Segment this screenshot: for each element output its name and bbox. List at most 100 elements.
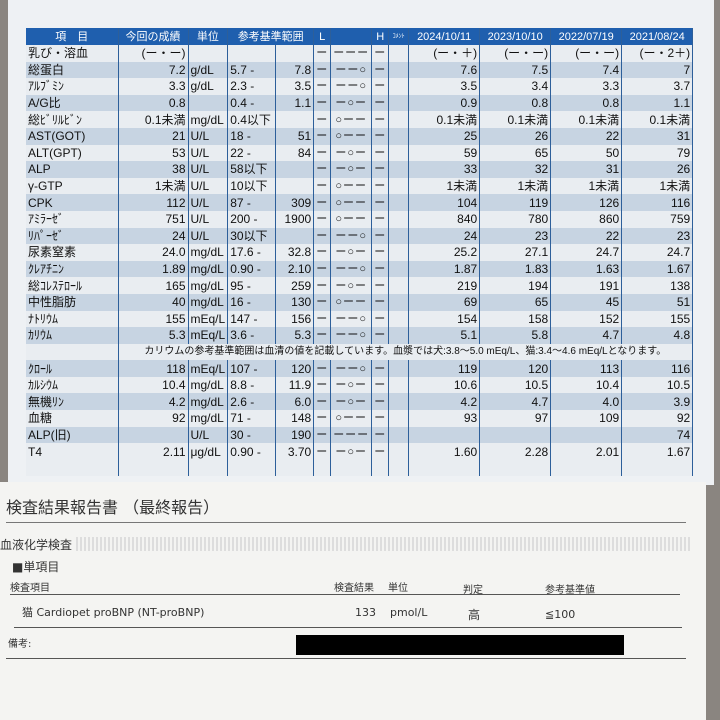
high-indicator: ー — [371, 393, 390, 411]
unit: g/dL — [188, 78, 229, 95]
current-value: 3.3 — [118, 78, 189, 95]
current-value: 92 — [118, 410, 189, 427]
range-high: 156 — [275, 310, 315, 328]
history-value: 3.5 — [408, 78, 481, 95]
unit: U/L — [188, 144, 229, 162]
comment-cell — [388, 360, 410, 377]
unit: μg/dL — [188, 443, 229, 460]
unit: mg/dL — [188, 244, 229, 261]
current-value: 5.3 — [118, 327, 189, 344]
unit: U/L — [188, 161, 229, 178]
low-indicator: ー — [313, 310, 332, 328]
low-indicator: ー — [313, 393, 332, 411]
history-value: 51 — [621, 293, 694, 311]
history-value: 74 — [621, 426, 694, 444]
history-value: 0.8 — [550, 94, 623, 112]
history-value: 2.01 — [550, 443, 623, 460]
table-row: CPK 112 U/L 87 -309 ー ○ーーー 104 119 126 116 — [26, 194, 694, 211]
high-indicator: ー — [371, 210, 390, 228]
comment-cell — [388, 194, 410, 211]
col-unit: 単位 — [388, 583, 408, 594]
range-low: 30 - — [227, 426, 277, 444]
history-value: 116 — [621, 194, 694, 211]
range-high: 5.3 — [275, 327, 315, 344]
history-value: 32 — [479, 161, 552, 178]
low-indicator: ー — [313, 410, 332, 427]
current-value: 40 — [118, 293, 189, 311]
header-date: 2021/08/24 — [621, 28, 694, 45]
item-name: ALP — [26, 161, 119, 178]
low-indicator: ー — [313, 360, 332, 377]
current-value: 7.2 — [118, 61, 189, 79]
low-indicator: ー — [313, 144, 332, 162]
test-item: 猫 Cardiopet proBNP (NT-proBNP) — [22, 606, 205, 619]
header-date: 2024/10/11 — [408, 28, 481, 45]
unit: mg/dL — [188, 410, 229, 427]
history-value: 219 — [408, 277, 481, 294]
history-value: 10.4 — [550, 376, 623, 394]
history-value: 4.7 — [479, 393, 552, 411]
range-low: 71 - — [227, 410, 277, 427]
mid-indicator: ○ーー — [330, 111, 373, 128]
history-value: 10.6 — [408, 376, 481, 394]
history-value: 126 — [550, 194, 623, 211]
test-reference: ≦100 — [545, 608, 576, 621]
history-value: 25 — [408, 127, 481, 145]
history-value: 7.6 — [408, 61, 481, 79]
current-value: 0.1未満 — [118, 111, 189, 128]
range-high: 309 — [275, 194, 315, 211]
history-value: 0.1未満 — [550, 111, 623, 128]
history-value: 0.8 — [479, 94, 552, 112]
header-high: H — [371, 28, 390, 45]
header-date: 2022/07/19 — [550, 28, 623, 45]
history-value: 7.5 — [479, 61, 552, 79]
history-value: 120 — [479, 360, 552, 377]
range-low: 200 - — [227, 210, 277, 228]
comment-cell — [388, 327, 410, 344]
history-value: 3.7 — [621, 78, 694, 95]
current-value: 10.4 — [118, 376, 189, 394]
range-low: 0.90 - — [227, 443, 277, 460]
history-value: 59 — [408, 144, 481, 162]
current-value: 118 — [118, 360, 189, 377]
item-name: A/G比 — [26, 94, 119, 112]
comment-cell — [388, 210, 410, 228]
history-value: 1.83 — [479, 260, 552, 278]
current-value: 24 — [118, 227, 189, 245]
range-high — [275, 177, 315, 195]
item-name: ｸﾚｱﾁﾆﾝ — [26, 260, 119, 278]
history-value: 3.9 — [621, 393, 694, 411]
table-row: A/G比 0.8 0.4 -1.1 ーー○ーー 0.9 0.8 0.8 1.1 — [26, 94, 694, 112]
range-high: 259 — [275, 277, 315, 294]
history-value: 23 — [621, 227, 694, 245]
high-indicator: ー — [371, 293, 390, 311]
range-high: 2.10 — [275, 260, 315, 278]
table-row: ALP(旧) U/L 30 -190 ーーーーー 74 — [26, 426, 694, 444]
blank-cell — [371, 459, 390, 477]
mid-indicator: ー○ー — [330, 443, 373, 460]
range-high: 51 — [275, 127, 315, 145]
item-name: ﾘﾊﾟｰｾﾞ — [26, 227, 119, 245]
comment-cell — [388, 61, 410, 79]
high-indicator: ー — [371, 376, 390, 394]
unit: mg/dL — [188, 376, 229, 394]
col-judgement: 判定 — [463, 585, 483, 596]
history-value: 31 — [550, 161, 623, 178]
comment-cell — [388, 177, 410, 195]
header-comment: ｺﾒﾝﾄ — [388, 28, 410, 45]
history-value: 1.67 — [621, 260, 694, 278]
low-indicator: ー — [313, 61, 332, 79]
blank-cell — [621, 459, 694, 477]
unit: mg/dL — [188, 260, 229, 278]
item-name: AST(GOT) — [26, 127, 119, 145]
range-low: 0.4 - — [227, 94, 277, 112]
mid-indicator: ○ーー — [330, 293, 373, 311]
range-high — [275, 227, 315, 245]
table-row: 中性脂肪 40 mg/dL 16 -130 ー ○ーーー 69 65 45 51 — [26, 293, 694, 311]
comment-cell — [388, 410, 410, 427]
history-value: 7 — [621, 61, 694, 79]
high-indicator: ー — [371, 161, 390, 178]
table-row: T4 2.11 μg/dL 0.90 -3.70 ーー○ーー 1.60 2.28 2.01 1.… — [26, 443, 694, 460]
history-value: 10.5 — [479, 376, 552, 394]
history-value: 113 — [550, 360, 623, 377]
